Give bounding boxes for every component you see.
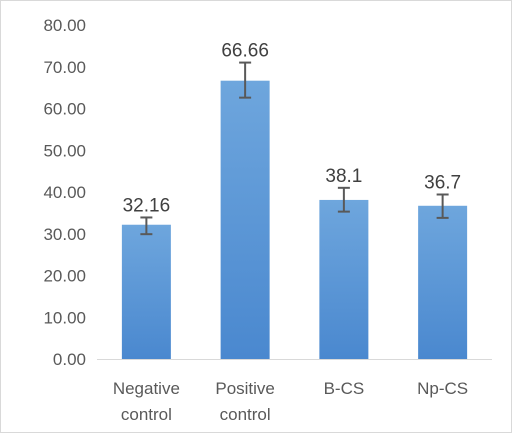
bar xyxy=(121,224,171,359)
x-tick-label: control xyxy=(121,405,172,424)
value-labels: 32.16 66.66 38.1 36.7 xyxy=(123,41,462,217)
bar xyxy=(220,80,270,359)
data-label: 38.1 xyxy=(325,166,362,187)
error-bars xyxy=(140,61,449,236)
x-tick-label: Np-CS xyxy=(417,379,468,398)
y-tick-label: 20.00 xyxy=(43,267,86,286)
y-tick-label: 30.00 xyxy=(43,225,86,244)
error-bar xyxy=(140,216,153,236)
bar xyxy=(319,199,369,359)
y-axis: 0.00 10.00 20.00 30.00 40.00 50.00 60.00 70.00 8… xyxy=(43,16,86,369)
error-bar xyxy=(436,193,449,219)
category-labels: Negative control Positive control B-CS Np-CS xyxy=(113,379,468,424)
bar xyxy=(418,205,468,359)
y-tick-label: 80.00 xyxy=(43,16,86,35)
y-tick-label: 60.00 xyxy=(43,100,86,119)
y-tick-label: 40.00 xyxy=(43,183,86,202)
data-label: 66.66 xyxy=(221,41,269,62)
bars xyxy=(121,80,468,359)
y-tick-label: 0.00 xyxy=(53,350,86,369)
x-tick-label: control xyxy=(220,405,271,424)
data-label: 32.16 xyxy=(123,195,171,216)
y-tick-label: 10.00 xyxy=(43,308,86,327)
x-tick-label: Positive xyxy=(215,379,275,398)
error-bar xyxy=(239,61,252,99)
y-tick-label: 50.00 xyxy=(43,141,86,160)
error-bar xyxy=(337,186,350,213)
data-label: 36.7 xyxy=(424,173,461,194)
x-tick-label: B-CS xyxy=(324,379,365,398)
x-tick-label: Negative xyxy=(113,379,180,398)
y-tick-label: 70.00 xyxy=(43,58,86,77)
